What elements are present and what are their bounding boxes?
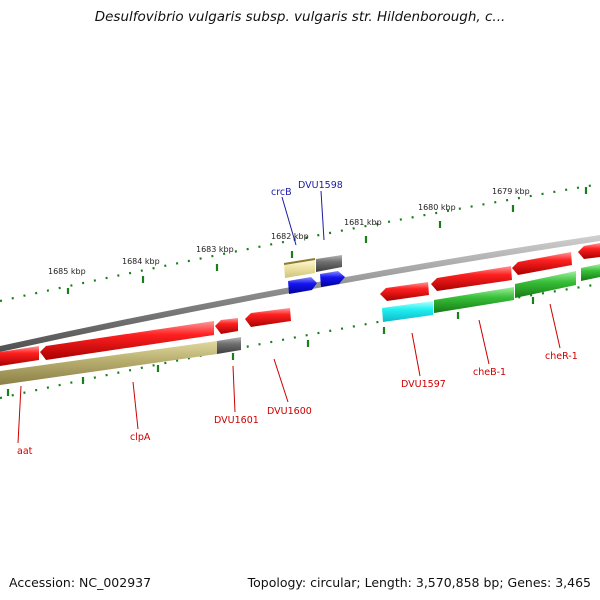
gene-label-aat[interactable]: aat [17, 446, 33, 457]
gene-crcb-arrow[interactable] [288, 277, 317, 294]
kbp-label-1681: 1681 kbp [344, 218, 382, 227]
gene-label-cheb-1[interactable]: cheB-1 [473, 367, 506, 378]
gene-gray-forward[interactable] [316, 255, 342, 272]
gene-dvu1598-arrow[interactable] [320, 271, 345, 287]
kbp-label-1682: 1682 kbp [271, 232, 309, 241]
gene-red-c[interactable] [512, 252, 572, 275]
gene-red-d[interactable] [578, 243, 600, 259]
gene-cheb-box[interactable] [434, 287, 514, 313]
accession-text: Accession: NC_002937 [9, 575, 152, 590]
gene-clpa-arrow[interactable] [40, 321, 214, 360]
outer-ruler-dots [0, 182, 600, 303]
gene-pale-top-edge [283, 258, 316, 265]
kbp-label-1685: 1685 kbp [48, 267, 86, 276]
map-title: Desulfovibrio vulgaris subsp. vulgaris s… [94, 9, 506, 25]
kbp-label-1683: 1683 kbp [196, 245, 234, 254]
kbp-label-1684: 1684 kbp [122, 257, 160, 266]
gene-gray-reverse[interactable] [217, 337, 241, 354]
inner-major-ticks [6, 297, 535, 396]
gene-green-edge[interactable] [581, 264, 600, 281]
gene-label-dvu1600[interactable]: DVU1600 [267, 406, 312, 417]
gene-aat-arrow[interactable] [0, 346, 39, 366]
chromosome-backbone [0, 235, 600, 352]
topology-summary: Topology: circular; Length: 3,570,858 bp… [247, 575, 591, 590]
gene-label-crcb[interactable]: crcB [271, 187, 292, 198]
gene-label-dvu1597[interactable]: DVU1597 [401, 379, 446, 390]
gene-dvu1600-arrow[interactable] [245, 308, 291, 327]
kbp-label-1679: 1679 kbp [492, 187, 530, 196]
gene-label-cher-1[interactable]: cheR-1 [545, 351, 578, 362]
gene-label-dvu1598[interactable]: DVU1598 [298, 180, 343, 191]
gene-red-a[interactable] [380, 282, 429, 301]
gene-label-clpa[interactable]: clpA [130, 432, 151, 443]
gene-label-dvu1601[interactable]: DVU1601 [214, 415, 259, 426]
gene-dvu1597-box[interactable] [382, 301, 433, 322]
kbp-label-1680: 1680 kbp [418, 203, 456, 212]
gene-cher-box[interactable] [515, 271, 576, 298]
gene-red-b[interactable] [431, 266, 512, 291]
outer-major-ticks [66, 187, 588, 294]
gene-dvu1601-arrow[interactable] [215, 318, 238, 334]
gene-leader-lines [17, 190, 561, 444]
gene-olive-band[interactable] [0, 341, 217, 385]
